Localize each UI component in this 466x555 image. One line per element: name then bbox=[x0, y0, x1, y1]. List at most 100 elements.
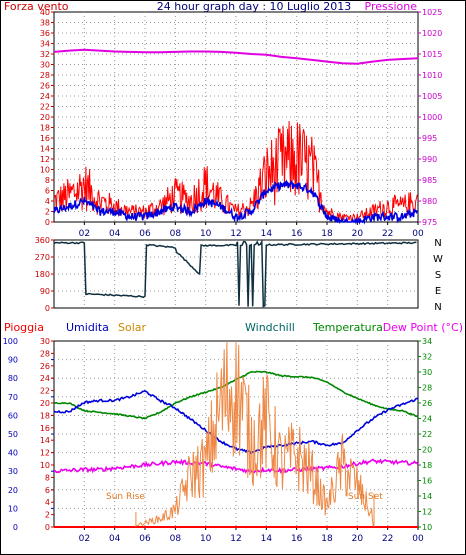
y-tick-label: 22 bbox=[40, 103, 50, 112]
y-tick-label: 18 bbox=[40, 124, 50, 133]
x-tick-label: 12 bbox=[230, 229, 241, 239]
legend-umidita: Umidita bbox=[66, 321, 109, 334]
y-tick-label: 14 bbox=[40, 145, 50, 154]
x-tick-label: 20 bbox=[352, 229, 364, 239]
direction-y-axis: 0 90 180 270 360 bbox=[35, 236, 54, 313]
pressure-axis-label: Pressione bbox=[365, 0, 418, 13]
y-tick-label: 180 bbox=[35, 270, 50, 279]
y-tick-label: 0 bbox=[13, 523, 18, 532]
y-tick-label: 270 bbox=[35, 253, 50, 262]
y-tick-label: 6 bbox=[45, 187, 50, 196]
y-tick-label: 8 bbox=[45, 176, 50, 185]
legend-dewpoint: Dew Point (°C) bbox=[383, 321, 463, 334]
y-tick-label: 24 bbox=[422, 415, 432, 424]
y-tick-label: 1020 bbox=[422, 29, 442, 38]
y-tick-label: 22 bbox=[40, 387, 50, 396]
y-tick-label: 40 bbox=[40, 8, 50, 17]
y-tick-label: 1005 bbox=[422, 92, 442, 101]
x-tick-label: 04 bbox=[109, 534, 121, 544]
y-tick-label: 6 bbox=[45, 486, 50, 495]
direction-series bbox=[53, 239, 417, 308]
y-tick-label: 24 bbox=[40, 374, 50, 383]
y-tick-label: 12 bbox=[422, 508, 432, 517]
y-tick-label: 10 bbox=[422, 523, 432, 532]
y-tick-label: 10 bbox=[8, 504, 18, 513]
y-tick-label: 28 bbox=[422, 384, 432, 393]
y-tick-label: 20 bbox=[422, 446, 432, 455]
dewpoint-line bbox=[53, 458, 419, 475]
y-tick-label: 26 bbox=[40, 82, 50, 91]
y-tick-label: 995 bbox=[422, 134, 437, 143]
y-tick-label: 90 bbox=[8, 356, 18, 365]
y-tick-label: 20 bbox=[8, 486, 18, 495]
x-tick-label: 18 bbox=[321, 534, 333, 544]
y-tick-label: 980 bbox=[422, 197, 437, 206]
y-tick-label: 28 bbox=[40, 71, 50, 80]
y-tick-label: 34 bbox=[40, 40, 50, 49]
x-tick-label: 06 bbox=[139, 534, 151, 544]
x-tick-label: 10 bbox=[200, 229, 212, 239]
y-tick-label: 20 bbox=[40, 113, 50, 122]
wind-panel-grid bbox=[54, 12, 418, 222]
direction-grid bbox=[54, 240, 418, 308]
x-tick-label: 22 bbox=[382, 229, 393, 239]
y-tick-label: 38 bbox=[40, 19, 50, 28]
y-tick-label: 30 bbox=[40, 337, 50, 346]
x-tick-label: 08 bbox=[170, 229, 182, 239]
y-tick-label: 1015 bbox=[422, 50, 442, 59]
y-tick-label: 1010 bbox=[422, 71, 442, 80]
y-tick-label: 40 bbox=[8, 449, 18, 458]
y-tick-label: 4 bbox=[45, 197, 50, 206]
x-tick-label: 12 bbox=[230, 534, 241, 544]
y-tick-label: 32 bbox=[40, 50, 50, 59]
humidity-line bbox=[53, 390, 419, 455]
pressure-line bbox=[53, 48, 419, 65]
wind-average-line bbox=[53, 179, 418, 226]
pressure-y-axis: 975 980 985 990 995 1000 1005 1010 1015 1020 1025 bbox=[418, 8, 442, 227]
y-tick-label: 30 bbox=[8, 467, 18, 476]
y-tick-label: 34 bbox=[422, 337, 432, 346]
compass-label: E bbox=[435, 286, 441, 297]
wind-series bbox=[53, 48, 419, 226]
sunrise-annotation: Sun Rise bbox=[106, 492, 145, 502]
x-tick-label: 00 bbox=[412, 229, 424, 239]
climate-series bbox=[53, 340, 419, 528]
legend-windchill: Windchill bbox=[245, 321, 295, 334]
y-tick-label: 28 bbox=[40, 349, 50, 358]
wind-direction-line bbox=[53, 239, 417, 308]
y-tick-label: 20 bbox=[40, 399, 50, 408]
y-tick-label: 14 bbox=[40, 436, 50, 445]
y-tick-label: 30 bbox=[40, 61, 50, 70]
y-tick-label: 26 bbox=[422, 399, 432, 408]
y-tick-label: 10 bbox=[40, 461, 50, 470]
x-tick-label: 22 bbox=[382, 534, 393, 544]
chart-title: 24 hour graph day : 10 Luglio 2013 bbox=[157, 0, 352, 13]
y-tick-label: 18 bbox=[422, 461, 432, 470]
x-tick-label: 18 bbox=[321, 229, 333, 239]
temperature-y-axis: 10 12 14 16 18 20 22 24 26 28 30 32 34 bbox=[418, 337, 432, 532]
y-tick-label: 16 bbox=[422, 477, 432, 486]
y-tick-label: 12 bbox=[40, 449, 50, 458]
y-tick-label: 8 bbox=[45, 473, 50, 482]
x-tick-label: 16 bbox=[291, 534, 303, 544]
compass-label: N bbox=[434, 302, 441, 313]
y-tick-label: 100 bbox=[3, 337, 18, 346]
x-tick-label: 14 bbox=[261, 534, 273, 544]
legend-pioggia: Pioggia bbox=[4, 321, 44, 334]
y-tick-label: 360 bbox=[35, 236, 50, 245]
x-tick-label: 10 bbox=[200, 534, 212, 544]
y-tick-label: 18 bbox=[40, 411, 50, 420]
y-tick-label: 0 bbox=[45, 304, 50, 313]
x-tick-label: 02 bbox=[79, 229, 90, 239]
legend-solar: Solar bbox=[118, 321, 147, 334]
y-tick-label: 2 bbox=[45, 511, 50, 520]
compass-label: N bbox=[434, 238, 441, 249]
climate-x-axis: 02 04 06 08 10 12 14 16 18 20 22 00 bbox=[79, 527, 424, 544]
y-tick-label: 0 bbox=[45, 523, 50, 532]
compass-label: W bbox=[433, 254, 443, 265]
x-tick-label: 04 bbox=[109, 229, 121, 239]
